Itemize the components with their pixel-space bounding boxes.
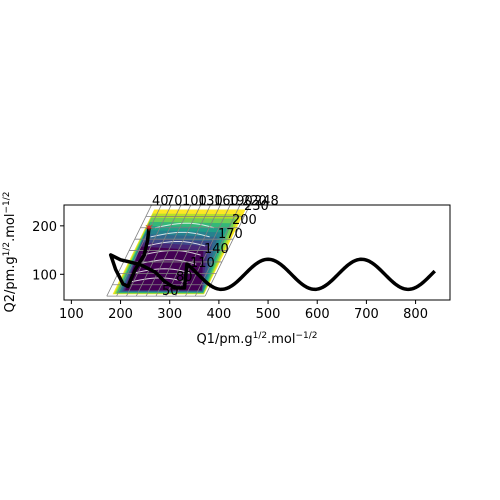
contour-top-label: 70 <box>166 194 183 209</box>
contour-level-label: 50 <box>162 284 179 299</box>
x-axis-ticks: 100 200 300 400 500 600 700 800 <box>59 300 428 322</box>
trajectory-layer: ✶ <box>108 220 436 292</box>
contour-level-label: 140 <box>204 242 229 257</box>
x-tick-label: 100 <box>59 307 84 322</box>
contour-top-label: 248 <box>254 194 279 209</box>
y-axis-label: Q2/pm.g1/2.mol−1/2 <box>2 191 18 312</box>
x-tick-label: 700 <box>354 307 379 322</box>
y-tick-label: 200 <box>32 220 57 235</box>
contour-level-label: 110 <box>190 256 215 271</box>
x-tick-label: 300 <box>157 307 182 322</box>
contour-line <box>154 222 215 229</box>
contour-line <box>150 231 210 238</box>
trajectory-line <box>108 227 436 292</box>
contour-level-label: 80 <box>176 270 193 285</box>
contour-level-label: 170 <box>218 227 243 242</box>
x-tick-label: 500 <box>256 307 281 322</box>
contour-line <box>132 268 192 274</box>
contour-level-label: 230 <box>244 199 269 214</box>
y-axis-ticks: 100 200 <box>32 220 64 283</box>
start-marker: ✶ <box>144 220 154 234</box>
contour-line <box>146 240 206 247</box>
x-axis-label: Q1/pm.g1/2.mol−1/2 <box>196 331 317 347</box>
contour-level-label: 200 <box>232 213 257 228</box>
x-tick-label: 400 <box>206 307 231 322</box>
y-tick-label: 100 <box>32 268 57 283</box>
x-tick-label: 800 <box>403 307 428 322</box>
x-tick-label: 600 <box>305 307 330 322</box>
axes-frame <box>63 204 451 301</box>
x-tick-label: 200 <box>108 307 133 322</box>
